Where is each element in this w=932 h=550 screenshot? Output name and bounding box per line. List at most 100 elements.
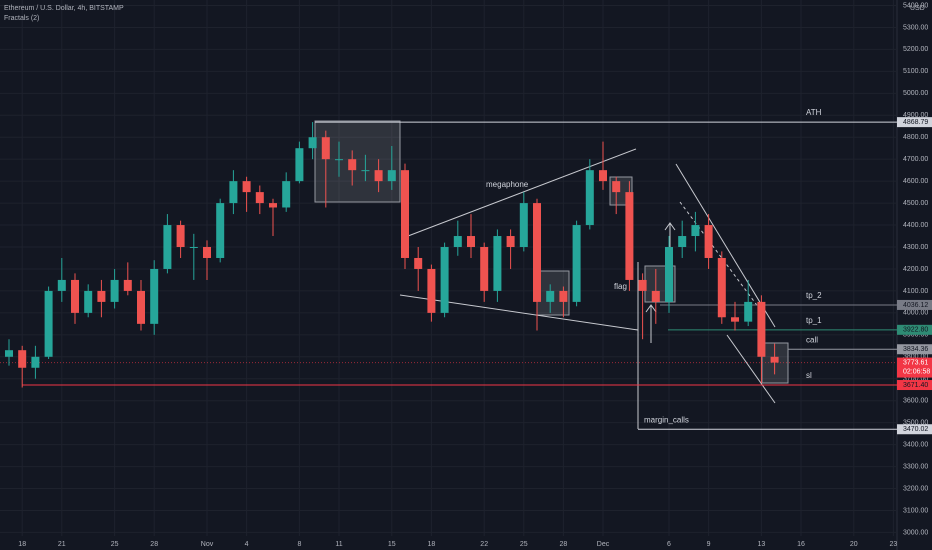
level-name: ATH (806, 108, 822, 117)
candle-body (414, 257, 423, 269)
candle-body (255, 192, 264, 204)
candle-body (572, 225, 581, 302)
last-price-label: 3773.61 (903, 359, 928, 366)
candle-body (427, 268, 436, 313)
candle-body (97, 290, 106, 302)
candle-body (269, 203, 277, 208)
candle-body (585, 170, 594, 226)
candle-body (5, 350, 13, 357)
candle-body (731, 317, 739, 322)
candle-body (150, 268, 159, 324)
candle-body (757, 301, 766, 357)
y-tick-label: 5400.00 (903, 2, 928, 9)
candle-body (163, 225, 172, 269)
candle-body (533, 203, 541, 302)
x-tick-label: 22 (480, 541, 488, 548)
price-tag-label: 4868.79 (903, 119, 928, 126)
y-tick-label: 3100.00 (903, 507, 928, 514)
x-tick-label: 4 (245, 541, 249, 548)
x-tick-label: 28 (150, 541, 158, 548)
y-tick-label: 4400.00 (903, 222, 928, 229)
countdown: 02:06:58 (903, 368, 930, 375)
level-name: tp_1 (806, 316, 822, 325)
candle-body (308, 137, 317, 149)
candle-body (242, 181, 251, 193)
y-tick-label: 4000.00 (903, 310, 928, 317)
price-tag (897, 357, 932, 378)
candle-body (203, 247, 211, 258)
trend-line (726, 334, 776, 404)
y-tick-label: 3600.00 (903, 398, 928, 405)
y-tick-label: 3200.00 (903, 485, 928, 492)
candle-body (744, 301, 753, 322)
candle-body (57, 279, 66, 291)
candle-body (612, 181, 621, 193)
candle-body (440, 247, 449, 313)
price-tag (897, 380, 932, 391)
candle-body (216, 203, 225, 258)
candle-body (321, 137, 330, 160)
x-tick-label: 15 (388, 541, 396, 548)
x-tick-label: 25 (520, 541, 528, 548)
level-name: sl (806, 371, 812, 380)
y-tick-label: 4100.00 (903, 288, 928, 295)
candle-body (770, 356, 779, 363)
candle-body (31, 356, 40, 368)
candle-body (493, 236, 502, 291)
x-tick-label: 23 (890, 541, 898, 548)
y-tick-label: 4900.00 (903, 112, 928, 119)
candle-body (480, 247, 489, 291)
x-tick-label: 28 (560, 541, 568, 548)
y-tick-label: 3000.00 (903, 529, 928, 536)
candle-body (137, 290, 145, 324)
candle-body (18, 350, 27, 368)
candle-body (599, 170, 607, 182)
candle-body (546, 290, 555, 302)
axis: 3000.00 3100.00 3200.00 3300.00 3400.00 3500.… (18, 2, 932, 548)
y-tick-label: 4300.00 (903, 244, 928, 251)
candle-body (229, 181, 238, 204)
y-tick-label: 4600.00 (903, 178, 928, 185)
x-tick-label: 25 (111, 541, 119, 548)
candle-body (467, 236, 475, 248)
candle-body (387, 170, 396, 182)
price-tag (897, 299, 932, 310)
candle-body (665, 247, 673, 302)
candle-body (71, 279, 79, 313)
x-tick-label: 11 (335, 541, 342, 548)
x-tick-label: 18 (428, 541, 436, 548)
candle-body (401, 170, 409, 258)
x-tick-label: Dec (597, 541, 610, 548)
indicator-label: Fractals (2) (4, 15, 39, 22)
y-tick-label: 4700.00 (903, 156, 928, 163)
currency-label: USD (910, 5, 925, 12)
candle-body (717, 257, 726, 318)
trend-line (399, 294, 639, 331)
y-tick-label: 3700.00 (903, 376, 928, 383)
x-tick-label: 18 (18, 541, 26, 548)
price-tag (897, 117, 932, 128)
y-tick-label: 5200.00 (903, 46, 928, 53)
candle-body (282, 181, 291, 208)
x-tick-label: 8 (297, 541, 301, 548)
chart-title: Ethereum / U.S. Dollar, 4h, BITSTAMP (4, 5, 124, 12)
y-tick-label: 5000.00 (903, 90, 928, 97)
price-tag (897, 324, 932, 335)
candle-body (506, 236, 515, 248)
candle-body (559, 290, 568, 302)
candle-body (638, 279, 647, 291)
y-tick-label: 4800.00 (903, 134, 928, 141)
price-tag-label: 3922.80 (903, 327, 928, 334)
y-tick-label: 3900.00 (903, 332, 928, 339)
annotation: flag (614, 282, 627, 291)
candle-body (453, 236, 462, 248)
candle-body (295, 148, 304, 182)
candle-body (335, 159, 343, 161)
x-tick-label: 20 (850, 541, 858, 548)
candle-body (651, 290, 660, 302)
annotation: megaphone (486, 180, 529, 189)
x-tick-label: 6 (667, 541, 671, 548)
candle-body (678, 236, 687, 248)
